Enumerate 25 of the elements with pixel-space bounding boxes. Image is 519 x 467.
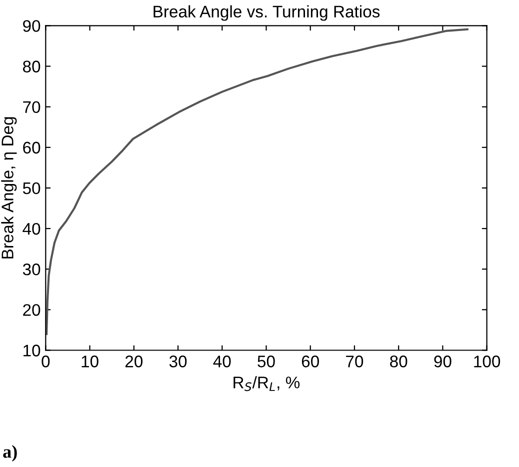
x-tick-label: 80 [390,356,408,368]
y-tick-label: 90 [23,20,40,32]
x-tick-label: 40 [213,356,231,368]
y-tick-label: 30 [22,264,40,276]
y-tick-label: 20 [23,304,40,316]
x-tick-label: 50 [258,356,275,368]
y-tick-label: 40 [22,222,40,235]
x-tick-label: 90 [434,356,452,368]
x-tick-label: 30 [169,356,187,368]
y-tick-label: 80 [23,60,40,72]
y-tick-label: 60 [23,142,40,154]
y-axis-title: Break Angle, η Deg [1,117,17,258]
x-tick-label: 100 [474,356,500,368]
text: a) [3,445,17,462]
x-tick-label: 10 [82,356,98,368]
x-tick-label: 0 [42,356,50,368]
line-series [46,28,468,336]
x-tick-label: 70 [346,356,364,368]
x-tick-label: 60 [302,356,319,368]
y-tick-label: 50 [22,182,40,194]
x-tick-label: 20 [125,356,143,368]
x-axis-title: R$_{S}$/R$_{L}$, % [234,376,300,392]
chart-title: Break Angle vs. Turning Ratios [154,5,380,21]
y-tick-label: 70 [23,101,40,114]
y-tick-label: 10 [24,344,40,356]
